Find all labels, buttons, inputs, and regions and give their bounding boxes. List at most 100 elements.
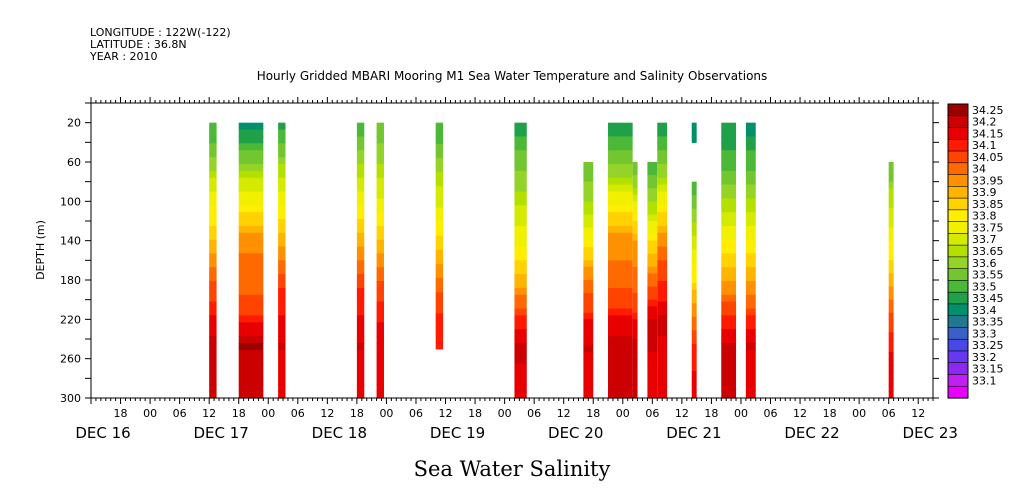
data-cell xyxy=(745,150,756,158)
data-cell xyxy=(583,293,594,301)
data-cell xyxy=(278,336,286,344)
data-cell xyxy=(745,322,756,330)
data-cell xyxy=(209,198,217,206)
data-cell xyxy=(608,287,633,296)
data-cell xyxy=(647,240,658,248)
data-cell xyxy=(583,201,594,209)
data-cell xyxy=(278,260,286,268)
data-cell xyxy=(583,260,594,268)
data-cell xyxy=(209,157,217,165)
data-cell xyxy=(888,266,894,275)
data-cell xyxy=(435,242,444,251)
data-cell xyxy=(356,177,365,186)
data-cell xyxy=(721,329,737,337)
data-cell xyxy=(238,329,264,337)
data-cell xyxy=(632,391,638,399)
plot-axes: 18 00 06 12 18 00 06 12 18 00 06 12 18 00 06 12 18 00 06 12… xyxy=(60,97,958,442)
data-cell xyxy=(608,122,633,131)
data-cell xyxy=(278,342,286,351)
data-cell xyxy=(745,267,756,275)
data-cell xyxy=(435,186,444,194)
data-cell xyxy=(356,170,365,179)
data-cell xyxy=(691,316,697,325)
data-cell xyxy=(745,232,756,241)
data-cell xyxy=(209,315,217,323)
data-cell xyxy=(647,319,658,327)
data-cell xyxy=(583,273,594,281)
data-cell xyxy=(608,219,633,227)
data-cell xyxy=(647,266,658,275)
data-cell xyxy=(278,129,286,138)
data-cell xyxy=(376,370,384,378)
data-cell xyxy=(356,150,365,158)
colorbar-label: 33.1 xyxy=(972,374,997,387)
data-cell xyxy=(721,267,737,275)
data-cell xyxy=(691,303,697,311)
data-cell xyxy=(632,181,638,189)
data-cell xyxy=(745,219,756,227)
data-cell xyxy=(435,193,444,202)
colorbar-label: 33.4 xyxy=(972,304,997,317)
data-cell xyxy=(657,301,668,310)
data-cell xyxy=(657,177,668,186)
data-cell xyxy=(356,198,365,206)
data-cell xyxy=(583,325,594,334)
data-cell xyxy=(721,308,737,316)
data-cell xyxy=(514,336,527,344)
data-cell xyxy=(721,294,737,303)
data-cell xyxy=(514,349,527,358)
data-cell xyxy=(691,357,697,365)
x-tick-label: 00 xyxy=(498,407,512,420)
data-cell xyxy=(376,274,384,282)
data-cell xyxy=(435,235,444,244)
data-cell xyxy=(376,267,384,275)
colorbar-label: 34 xyxy=(972,163,986,176)
data-cell xyxy=(209,205,217,213)
x-tick-label: 18 xyxy=(704,407,718,420)
color-legend: 34.2534.234.1534.134.053433.9533.933.853… xyxy=(947,103,1004,399)
data-cell xyxy=(721,349,737,358)
data-cell xyxy=(647,352,658,360)
data-cell xyxy=(888,378,894,386)
data-cell xyxy=(356,280,365,289)
data-cell xyxy=(745,329,756,337)
data-cell xyxy=(278,253,286,261)
data-cell xyxy=(376,198,384,206)
data-cell xyxy=(238,170,264,179)
colorbar-swatch xyxy=(947,221,969,234)
x-tick-label: 12 xyxy=(557,407,571,420)
data-cell xyxy=(745,136,756,144)
data-cell xyxy=(209,342,217,351)
data-cell xyxy=(376,260,384,268)
data-cell xyxy=(435,207,444,216)
data-cell xyxy=(721,287,737,296)
x-tick-label: 18 xyxy=(114,407,128,420)
data-cell xyxy=(238,280,264,289)
data-cell xyxy=(278,212,286,220)
data-cell xyxy=(278,225,286,234)
data-cell xyxy=(647,280,658,288)
data-cell xyxy=(376,253,384,261)
data-cell xyxy=(647,345,658,353)
data-cell xyxy=(632,306,638,314)
data-cell xyxy=(657,349,668,358)
data-cell xyxy=(209,239,217,248)
data-cell xyxy=(745,184,756,193)
data-cell xyxy=(356,370,365,378)
data-cell xyxy=(888,384,894,393)
data-cell xyxy=(888,391,894,399)
colorbar-swatch xyxy=(947,338,969,352)
data-cell xyxy=(356,308,365,316)
data-cell xyxy=(608,232,633,241)
data-cell xyxy=(888,312,894,320)
data-cell xyxy=(888,247,894,255)
data-cell xyxy=(435,158,444,166)
data-cell xyxy=(632,273,638,281)
data-cell xyxy=(356,212,365,220)
data-cell xyxy=(376,246,384,255)
data-cell xyxy=(356,205,365,213)
data-cell xyxy=(583,188,594,196)
data-cell xyxy=(583,345,594,353)
data-cell xyxy=(278,184,286,193)
data-cell xyxy=(514,260,527,268)
